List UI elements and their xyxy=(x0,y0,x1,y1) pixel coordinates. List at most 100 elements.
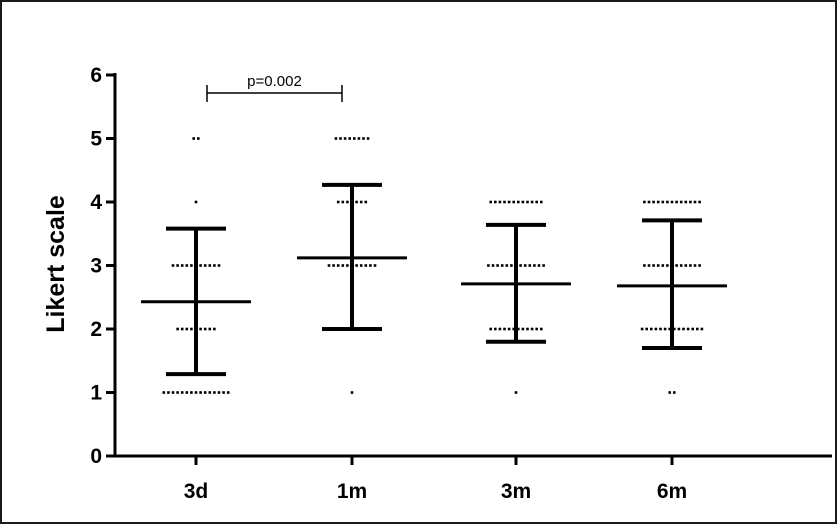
data-point xyxy=(519,264,522,267)
data-point xyxy=(222,391,225,394)
data-point xyxy=(217,264,221,267)
data-point xyxy=(643,264,646,267)
data-point xyxy=(505,264,509,267)
data-point xyxy=(171,391,175,394)
data-point xyxy=(668,327,671,331)
data-point xyxy=(507,200,511,204)
data-point xyxy=(199,264,202,267)
data-point xyxy=(689,200,692,204)
data-point xyxy=(203,327,207,331)
data-point xyxy=(226,391,230,394)
data-point xyxy=(373,264,377,267)
data-point xyxy=(684,264,688,267)
data-point xyxy=(507,327,511,331)
data-point xyxy=(521,200,525,204)
data-point xyxy=(190,391,193,394)
data-point xyxy=(503,327,506,331)
data-point xyxy=(523,264,527,267)
data-point xyxy=(369,264,372,267)
data-point xyxy=(693,200,697,204)
data-point xyxy=(332,264,335,267)
data-point xyxy=(530,200,534,204)
data-point xyxy=(696,327,699,331)
data-point xyxy=(489,200,492,204)
data-point xyxy=(197,137,200,140)
data-point xyxy=(689,264,692,267)
data-point xyxy=(659,327,662,331)
data-point xyxy=(341,264,345,267)
y-tick-label: 5 xyxy=(90,128,102,151)
data-point xyxy=(540,200,543,204)
data-point xyxy=(535,327,538,331)
x-tick-label: 6m xyxy=(657,480,687,503)
data-point xyxy=(535,200,538,204)
data-point xyxy=(346,200,349,204)
data-point xyxy=(192,137,195,140)
annotations: p=0.002 xyxy=(206,73,343,102)
marks xyxy=(141,137,727,394)
data-point xyxy=(668,391,671,394)
data-point xyxy=(171,264,175,267)
axes: 0 1 2 3 4 5 6 3d 1m 3m 6m xyxy=(90,64,832,503)
data-point xyxy=(217,391,221,394)
data-point xyxy=(208,327,212,331)
data-point xyxy=(213,264,216,267)
data-point xyxy=(194,200,198,204)
data-point xyxy=(526,200,529,204)
data-point xyxy=(190,264,193,267)
data-point xyxy=(190,327,193,331)
data-point xyxy=(686,327,690,331)
data-point xyxy=(647,264,651,267)
data-point xyxy=(640,327,644,331)
data-point xyxy=(336,264,340,267)
data-point xyxy=(521,327,525,331)
data-point xyxy=(343,137,347,140)
data-point xyxy=(645,327,648,331)
data-point xyxy=(691,327,694,331)
data-point xyxy=(359,200,363,204)
data-point xyxy=(656,200,660,204)
data-point xyxy=(666,264,669,267)
data-point xyxy=(180,264,184,267)
data-point xyxy=(673,327,676,331)
data-point xyxy=(208,264,212,267)
data-point xyxy=(679,200,683,204)
data-point xyxy=(652,264,655,267)
data-point xyxy=(487,264,490,267)
data-point xyxy=(194,391,198,394)
data-point xyxy=(503,200,506,204)
data-point xyxy=(355,264,358,267)
data-point xyxy=(654,327,658,331)
data-point xyxy=(684,200,688,204)
x-tick-label: 3m xyxy=(501,480,531,503)
data-point xyxy=(213,391,216,394)
data-point xyxy=(666,200,669,204)
data-point xyxy=(698,264,701,267)
data-point xyxy=(353,137,356,140)
data-point xyxy=(510,264,513,267)
data-point xyxy=(540,327,543,331)
data-point xyxy=(203,264,207,267)
data-point xyxy=(661,200,665,204)
y-tick-label: 6 xyxy=(90,64,102,87)
data-point xyxy=(185,391,189,394)
data-point xyxy=(185,327,189,331)
data-point xyxy=(339,137,342,140)
data-point xyxy=(176,391,179,394)
y-tick-label: 1 xyxy=(90,382,102,405)
data-point xyxy=(650,327,653,331)
data-point xyxy=(526,327,529,331)
data-point xyxy=(366,137,370,140)
significance-label: p=0.002 xyxy=(247,73,302,90)
data-point xyxy=(693,264,697,267)
data-point xyxy=(652,200,655,204)
data-point xyxy=(500,264,504,267)
data-point xyxy=(359,264,363,267)
data-point xyxy=(213,327,216,331)
data-point xyxy=(199,391,202,394)
data-point xyxy=(647,200,651,204)
data-point xyxy=(496,264,499,267)
x-tick-label: 1m xyxy=(337,480,367,503)
data-point xyxy=(364,200,368,204)
data-point xyxy=(199,327,202,331)
